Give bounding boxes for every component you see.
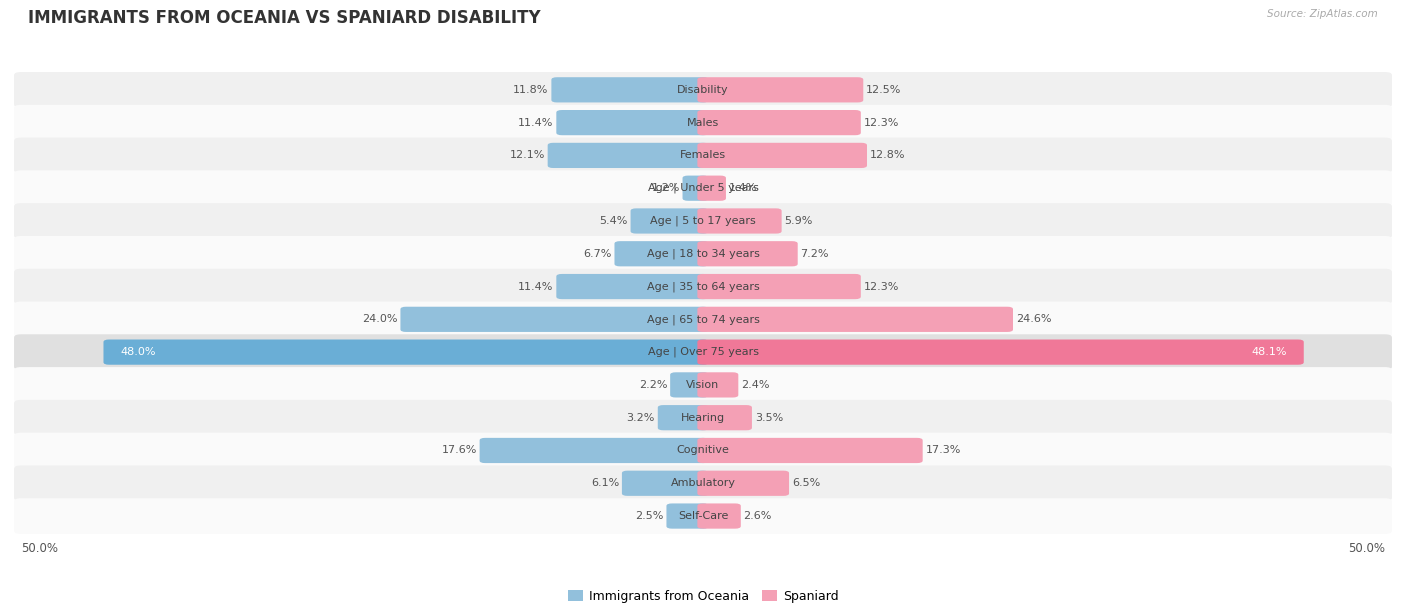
Text: Ambulatory: Ambulatory — [671, 478, 735, 488]
Text: 17.6%: 17.6% — [441, 446, 477, 455]
FancyBboxPatch shape — [401, 307, 709, 332]
FancyBboxPatch shape — [697, 438, 922, 463]
FancyBboxPatch shape — [697, 471, 789, 496]
FancyBboxPatch shape — [666, 504, 709, 529]
Text: 1.4%: 1.4% — [728, 183, 758, 193]
Text: 5.4%: 5.4% — [599, 216, 627, 226]
FancyBboxPatch shape — [104, 340, 709, 365]
FancyBboxPatch shape — [682, 176, 709, 201]
Text: Males: Males — [688, 118, 718, 128]
FancyBboxPatch shape — [14, 367, 1392, 403]
Text: 6.1%: 6.1% — [591, 478, 619, 488]
Text: Self-Care: Self-Care — [678, 511, 728, 521]
FancyBboxPatch shape — [614, 241, 709, 266]
FancyBboxPatch shape — [697, 241, 797, 266]
FancyBboxPatch shape — [14, 105, 1392, 140]
FancyBboxPatch shape — [14, 72, 1392, 108]
Text: 12.3%: 12.3% — [863, 118, 898, 128]
Text: Source: ZipAtlas.com: Source: ZipAtlas.com — [1267, 9, 1378, 19]
Text: 7.2%: 7.2% — [800, 248, 830, 259]
Text: 12.5%: 12.5% — [866, 85, 901, 95]
FancyBboxPatch shape — [557, 274, 709, 299]
Text: 11.4%: 11.4% — [519, 282, 554, 291]
FancyBboxPatch shape — [630, 208, 709, 234]
Text: 17.3%: 17.3% — [925, 446, 960, 455]
Text: Age | 35 to 64 years: Age | 35 to 64 years — [647, 282, 759, 292]
FancyBboxPatch shape — [14, 400, 1392, 436]
Text: 3.2%: 3.2% — [627, 412, 655, 423]
Text: 12.1%: 12.1% — [509, 151, 546, 160]
Text: Age | 18 to 34 years: Age | 18 to 34 years — [647, 248, 759, 259]
FancyBboxPatch shape — [548, 143, 709, 168]
Text: Vision: Vision — [686, 380, 720, 390]
Text: Disability: Disability — [678, 85, 728, 95]
Text: Cognitive: Cognitive — [676, 446, 730, 455]
Legend: Immigrants from Oceania, Spaniard: Immigrants from Oceania, Spaniard — [568, 590, 838, 603]
FancyBboxPatch shape — [697, 372, 738, 398]
FancyBboxPatch shape — [14, 170, 1392, 206]
Text: 24.6%: 24.6% — [1015, 315, 1052, 324]
Text: 12.3%: 12.3% — [863, 282, 898, 291]
FancyBboxPatch shape — [621, 471, 709, 496]
Text: IMMIGRANTS FROM OCEANIA VS SPANIARD DISABILITY: IMMIGRANTS FROM OCEANIA VS SPANIARD DISA… — [28, 9, 541, 27]
FancyBboxPatch shape — [551, 77, 709, 102]
Text: 24.0%: 24.0% — [363, 315, 398, 324]
Text: 3.5%: 3.5% — [755, 412, 783, 423]
FancyBboxPatch shape — [697, 208, 782, 234]
FancyBboxPatch shape — [671, 372, 709, 398]
Text: 2.4%: 2.4% — [741, 380, 769, 390]
Text: Hearing: Hearing — [681, 412, 725, 423]
Text: 11.4%: 11.4% — [519, 118, 554, 128]
FancyBboxPatch shape — [697, 110, 860, 135]
FancyBboxPatch shape — [658, 405, 709, 430]
FancyBboxPatch shape — [697, 340, 1303, 365]
Text: 50.0%: 50.0% — [21, 542, 58, 554]
Text: 2.2%: 2.2% — [638, 380, 668, 390]
FancyBboxPatch shape — [697, 504, 741, 529]
FancyBboxPatch shape — [557, 110, 709, 135]
Text: 5.9%: 5.9% — [785, 216, 813, 226]
Text: 2.6%: 2.6% — [744, 511, 772, 521]
FancyBboxPatch shape — [14, 203, 1392, 239]
FancyBboxPatch shape — [697, 405, 752, 430]
Text: 50.0%: 50.0% — [1348, 542, 1385, 554]
FancyBboxPatch shape — [14, 236, 1392, 272]
FancyBboxPatch shape — [14, 334, 1392, 370]
Text: Age | Over 75 years: Age | Over 75 years — [648, 347, 758, 357]
FancyBboxPatch shape — [697, 307, 1012, 332]
Text: 12.8%: 12.8% — [870, 151, 905, 160]
Text: 2.5%: 2.5% — [636, 511, 664, 521]
Text: Age | 65 to 74 years: Age | 65 to 74 years — [647, 314, 759, 324]
Text: Age | Under 5 years: Age | Under 5 years — [648, 183, 758, 193]
Text: 6.5%: 6.5% — [792, 478, 820, 488]
FancyBboxPatch shape — [697, 274, 860, 299]
FancyBboxPatch shape — [14, 498, 1392, 534]
Text: 48.1%: 48.1% — [1251, 347, 1286, 357]
Text: 48.0%: 48.0% — [121, 347, 156, 357]
Text: Females: Females — [681, 151, 725, 160]
FancyBboxPatch shape — [697, 143, 868, 168]
FancyBboxPatch shape — [697, 176, 725, 201]
Text: Age | 5 to 17 years: Age | 5 to 17 years — [650, 215, 756, 226]
FancyBboxPatch shape — [479, 438, 709, 463]
Text: 11.8%: 11.8% — [513, 85, 548, 95]
Text: 1.2%: 1.2% — [651, 183, 679, 193]
FancyBboxPatch shape — [14, 466, 1392, 501]
FancyBboxPatch shape — [14, 138, 1392, 173]
FancyBboxPatch shape — [697, 77, 863, 102]
FancyBboxPatch shape — [14, 269, 1392, 304]
Text: 6.7%: 6.7% — [583, 248, 612, 259]
FancyBboxPatch shape — [14, 433, 1392, 468]
FancyBboxPatch shape — [14, 302, 1392, 337]
